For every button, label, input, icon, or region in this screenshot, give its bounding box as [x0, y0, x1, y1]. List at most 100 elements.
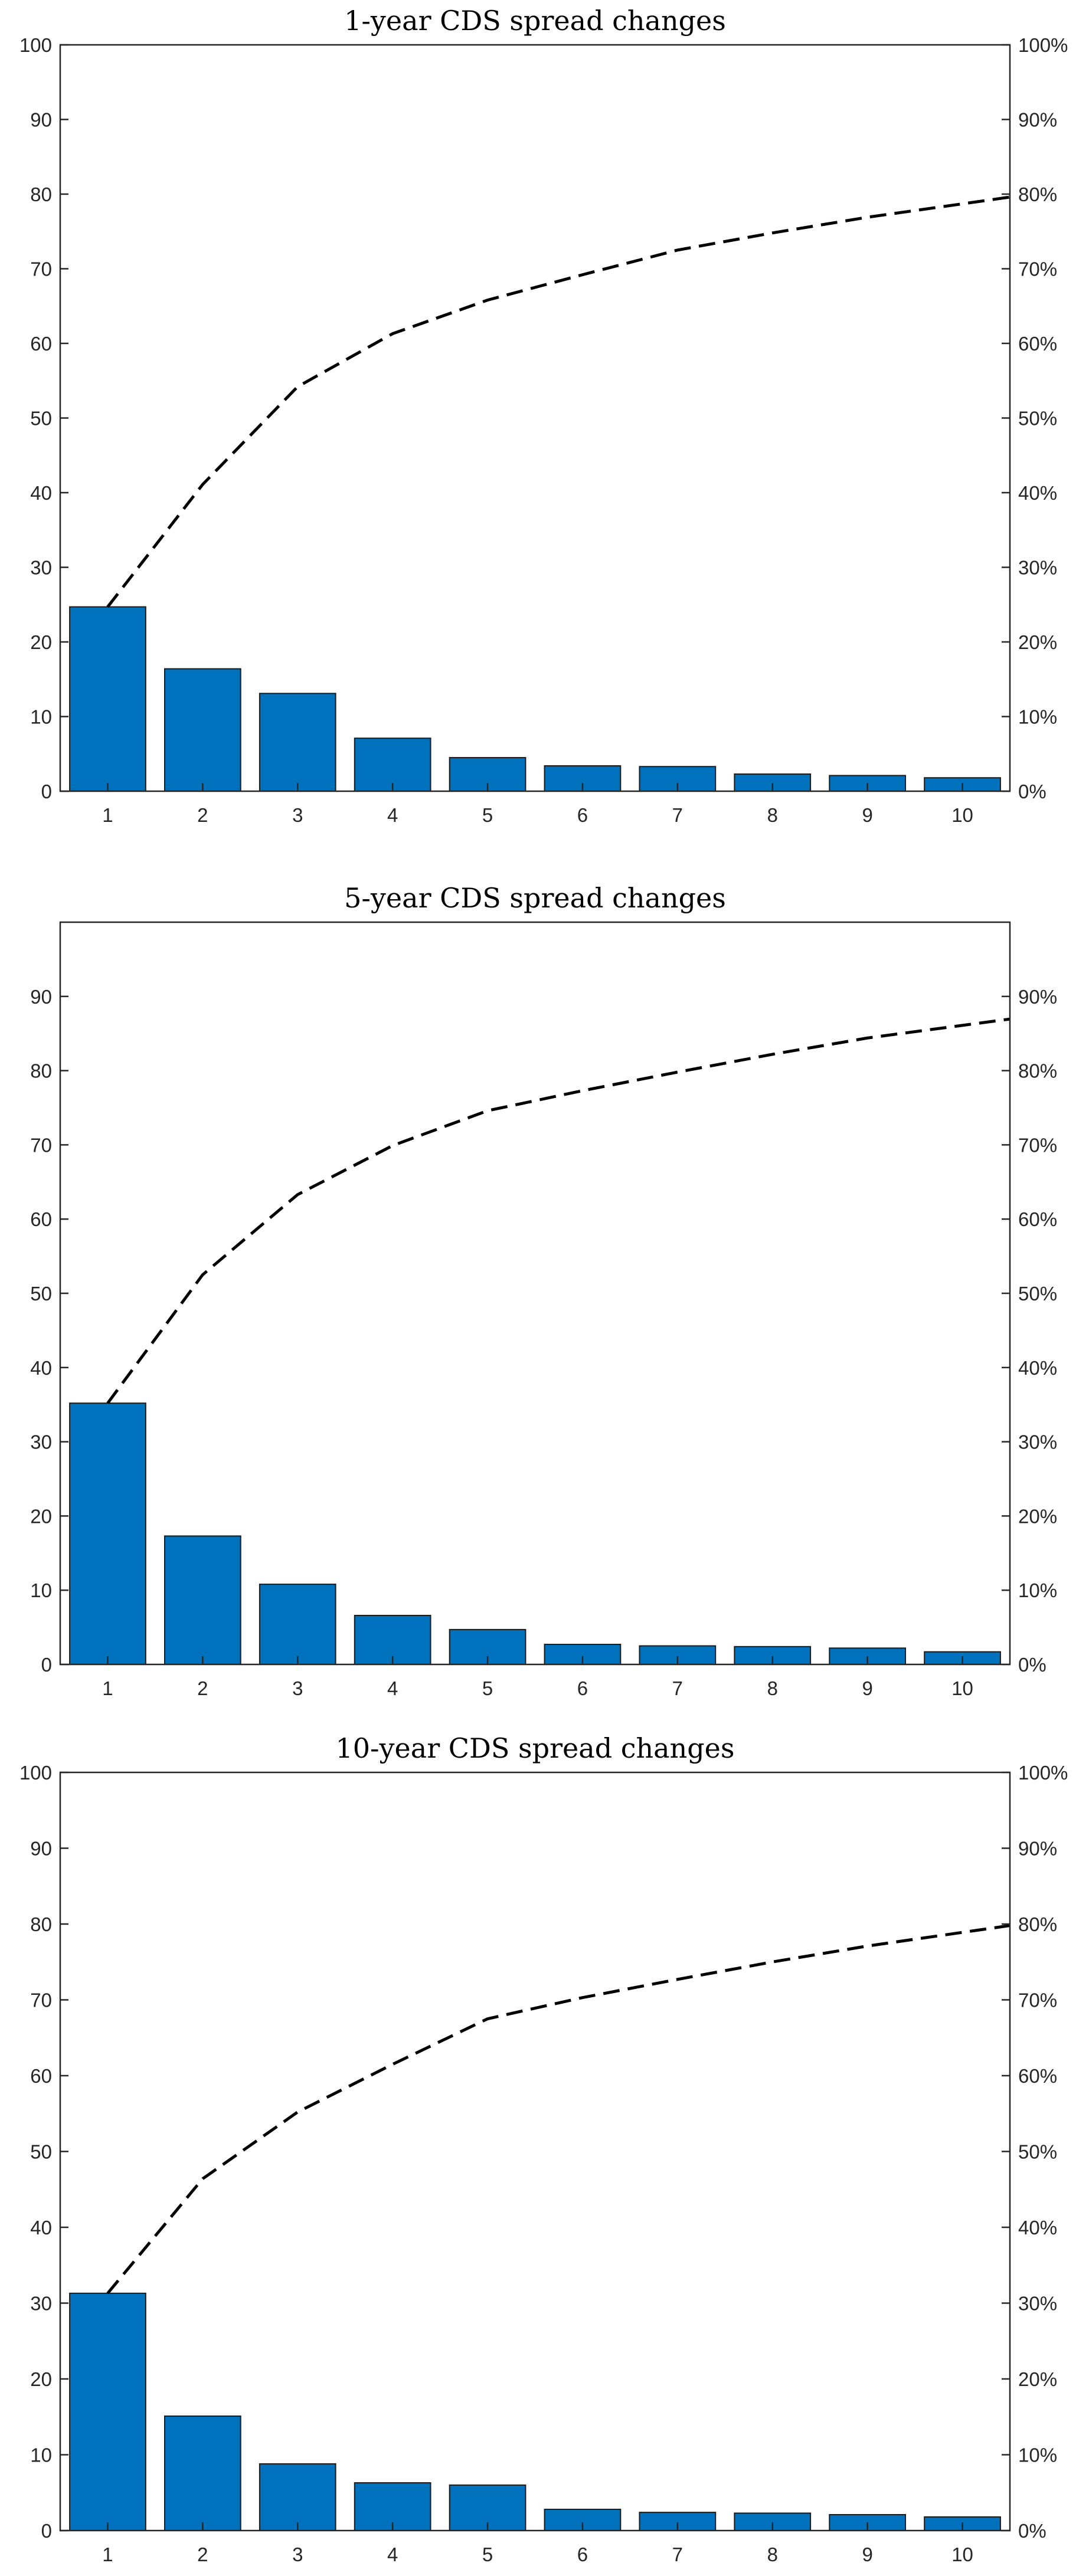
bar — [163, 668, 241, 792]
panel-5-year: 5-year CDS spread changes 0 10 20 30 40 50 60 7… — [30, 882, 1057, 1699]
y-tick-label: 0 — [41, 2520, 52, 2542]
x-tick-label: 6 — [577, 2544, 588, 2565]
y2-tick-label: 50% — [1018, 1283, 1057, 1305]
x-tick-label: 1 — [102, 2544, 113, 2565]
y-tick-label: 90 — [30, 109, 52, 131]
x-tick-label: 3 — [292, 2544, 303, 2565]
y2-tick-label: 10% — [1018, 1579, 1057, 1601]
y2-tick-label: 80% — [1018, 183, 1057, 205]
bar — [69, 2292, 146, 2531]
y2-tick-label: 50% — [1018, 408, 1057, 430]
y-tick-label: 80 — [30, 1060, 52, 1082]
x-tick-label: 4 — [387, 1677, 398, 1699]
x-tick-label: 6 — [577, 804, 588, 826]
y-tick-label: 100 — [19, 34, 52, 56]
x-tick-label: 10 — [951, 804, 973, 826]
y-tick-label: 90 — [30, 1838, 52, 1860]
y2-tick-label: 30% — [1018, 2293, 1057, 2315]
y-tick-label: 40 — [30, 2217, 52, 2239]
x-tick-label: 8 — [767, 804, 778, 826]
y2-tick-label: 90% — [1018, 109, 1057, 131]
y-tick-label: 90 — [30, 986, 52, 1008]
y2-tick-label: 80% — [1018, 1060, 1057, 1082]
y2-tick-label: 10% — [1018, 2444, 1057, 2466]
y2-tick-label: 40% — [1018, 2217, 1057, 2239]
y2-tick-label: 0% — [1018, 781, 1047, 802]
y-tick-label: 10 — [30, 706, 52, 728]
y-tick-label: 40 — [30, 482, 52, 504]
y-tick-label: 70 — [30, 258, 52, 280]
bar — [354, 738, 431, 792]
y-tick-label: 50 — [30, 1283, 52, 1305]
chart-title: 1-year CDS spread changes — [344, 5, 726, 37]
y-tick-label: 60 — [30, 333, 52, 355]
y-tick-label: 20 — [30, 631, 52, 653]
bar — [259, 693, 336, 792]
x-tick-label: 3 — [292, 1677, 303, 1699]
y2-tick-label: 90% — [1018, 1838, 1057, 1860]
x-tick-label: 10 — [951, 1677, 973, 1699]
x-tick-label: 5 — [482, 804, 493, 826]
y-tick-label: 70 — [30, 1134, 52, 1156]
y2-tick-label: 80% — [1018, 1913, 1057, 1935]
cumulative-line — [106, 1924, 1010, 2295]
x-tick-label: 1 — [102, 1677, 113, 1699]
chart-marks: 0 10 20 30 40 50 60 70 80 90 100 0% 10% 20% 30% 40% 50% 6… — [19, 34, 1068, 826]
y2-tick-label: 20% — [1018, 1505, 1057, 1527]
y2-tick-label: 20% — [1018, 631, 1057, 653]
y2-tick-label: 50% — [1018, 2141, 1057, 2163]
y-tick-label: 20 — [30, 1505, 52, 1527]
x-tick-label: 9 — [862, 1677, 872, 1699]
bar — [163, 2415, 241, 2532]
chart-title: 5-year CDS spread changes — [344, 882, 726, 914]
y2-tick-label: 100% — [1018, 1762, 1068, 1784]
y-tick-label: 60 — [30, 1208, 52, 1230]
panel-10-year: 10-year CDS spread changes 0102030405060… — [19, 1732, 1068, 2565]
y2-tick-label: 10% — [1018, 706, 1057, 728]
x-tick-label: 4 — [387, 2544, 398, 2565]
panel-1-year: 1-year CDS spread changes 0 10 20 30 40 50 60 7… — [19, 5, 1068, 826]
y-tick-label: 30 — [30, 1431, 52, 1453]
x-tick-label: 2 — [197, 2544, 208, 2565]
y-tick-label: 20 — [30, 2368, 52, 2390]
y-tick-label: 50 — [30, 408, 52, 430]
x-tick-label: 2 — [197, 804, 208, 826]
y-tick-label: 0 — [41, 781, 52, 802]
y-tick-label: 10 — [30, 1579, 52, 1601]
chart-marks: 0 10 20 30 40 50 60 70 80 90 0% 10% 20% 30% 40% 50% 60% 7… — [30, 921, 1057, 1699]
y-tick-label: 30 — [30, 557, 52, 579]
y2-tick-label: 60% — [1018, 1208, 1057, 1230]
x-tick-label: 7 — [672, 804, 683, 826]
bar — [259, 2463, 336, 2531]
x-tick-label: 9 — [862, 2544, 872, 2565]
y-tick-label: 80 — [30, 183, 52, 205]
y2-tick-label: 60% — [1018, 2065, 1057, 2087]
y-tick-label: 50 — [30, 2141, 52, 2163]
x-tick-label: 5 — [482, 2544, 493, 2565]
y-tick-label: 100 — [19, 1762, 52, 1784]
x-tick-label: 6 — [577, 1677, 588, 1699]
y-tick-label: 70 — [30, 1990, 52, 2011]
bar — [69, 606, 146, 792]
x-tick-label: 8 — [767, 1677, 778, 1699]
y2-tick-label: 40% — [1018, 482, 1057, 504]
y2-tick-label: 0% — [1018, 1654, 1047, 1676]
y2-tick-label: 90% — [1018, 986, 1057, 1008]
cumulative-line — [106, 1017, 1010, 1404]
y-tick-label: 60 — [30, 2065, 52, 2087]
x-tick-label: 5 — [482, 1677, 493, 1699]
y2-tick-label: 100% — [1018, 34, 1068, 56]
y2-tick-label: 0% — [1018, 2520, 1047, 2542]
x-tick-label: 2 — [197, 1677, 208, 1699]
chart-title: 10-year CDS spread changes — [335, 1732, 734, 1764]
y-tick-label: 40 — [30, 1357, 52, 1379]
x-tick-label: 4 — [387, 804, 398, 826]
y2-tick-label: 70% — [1018, 258, 1057, 280]
y-tick-label: 30 — [30, 2293, 52, 2315]
y-tick-label: 10 — [30, 2444, 52, 2466]
bar — [69, 1402, 146, 1666]
x-tick-label: 10 — [951, 2544, 973, 2565]
y2-tick-label: 60% — [1018, 333, 1057, 355]
x-tick-label: 8 — [767, 2544, 778, 2565]
